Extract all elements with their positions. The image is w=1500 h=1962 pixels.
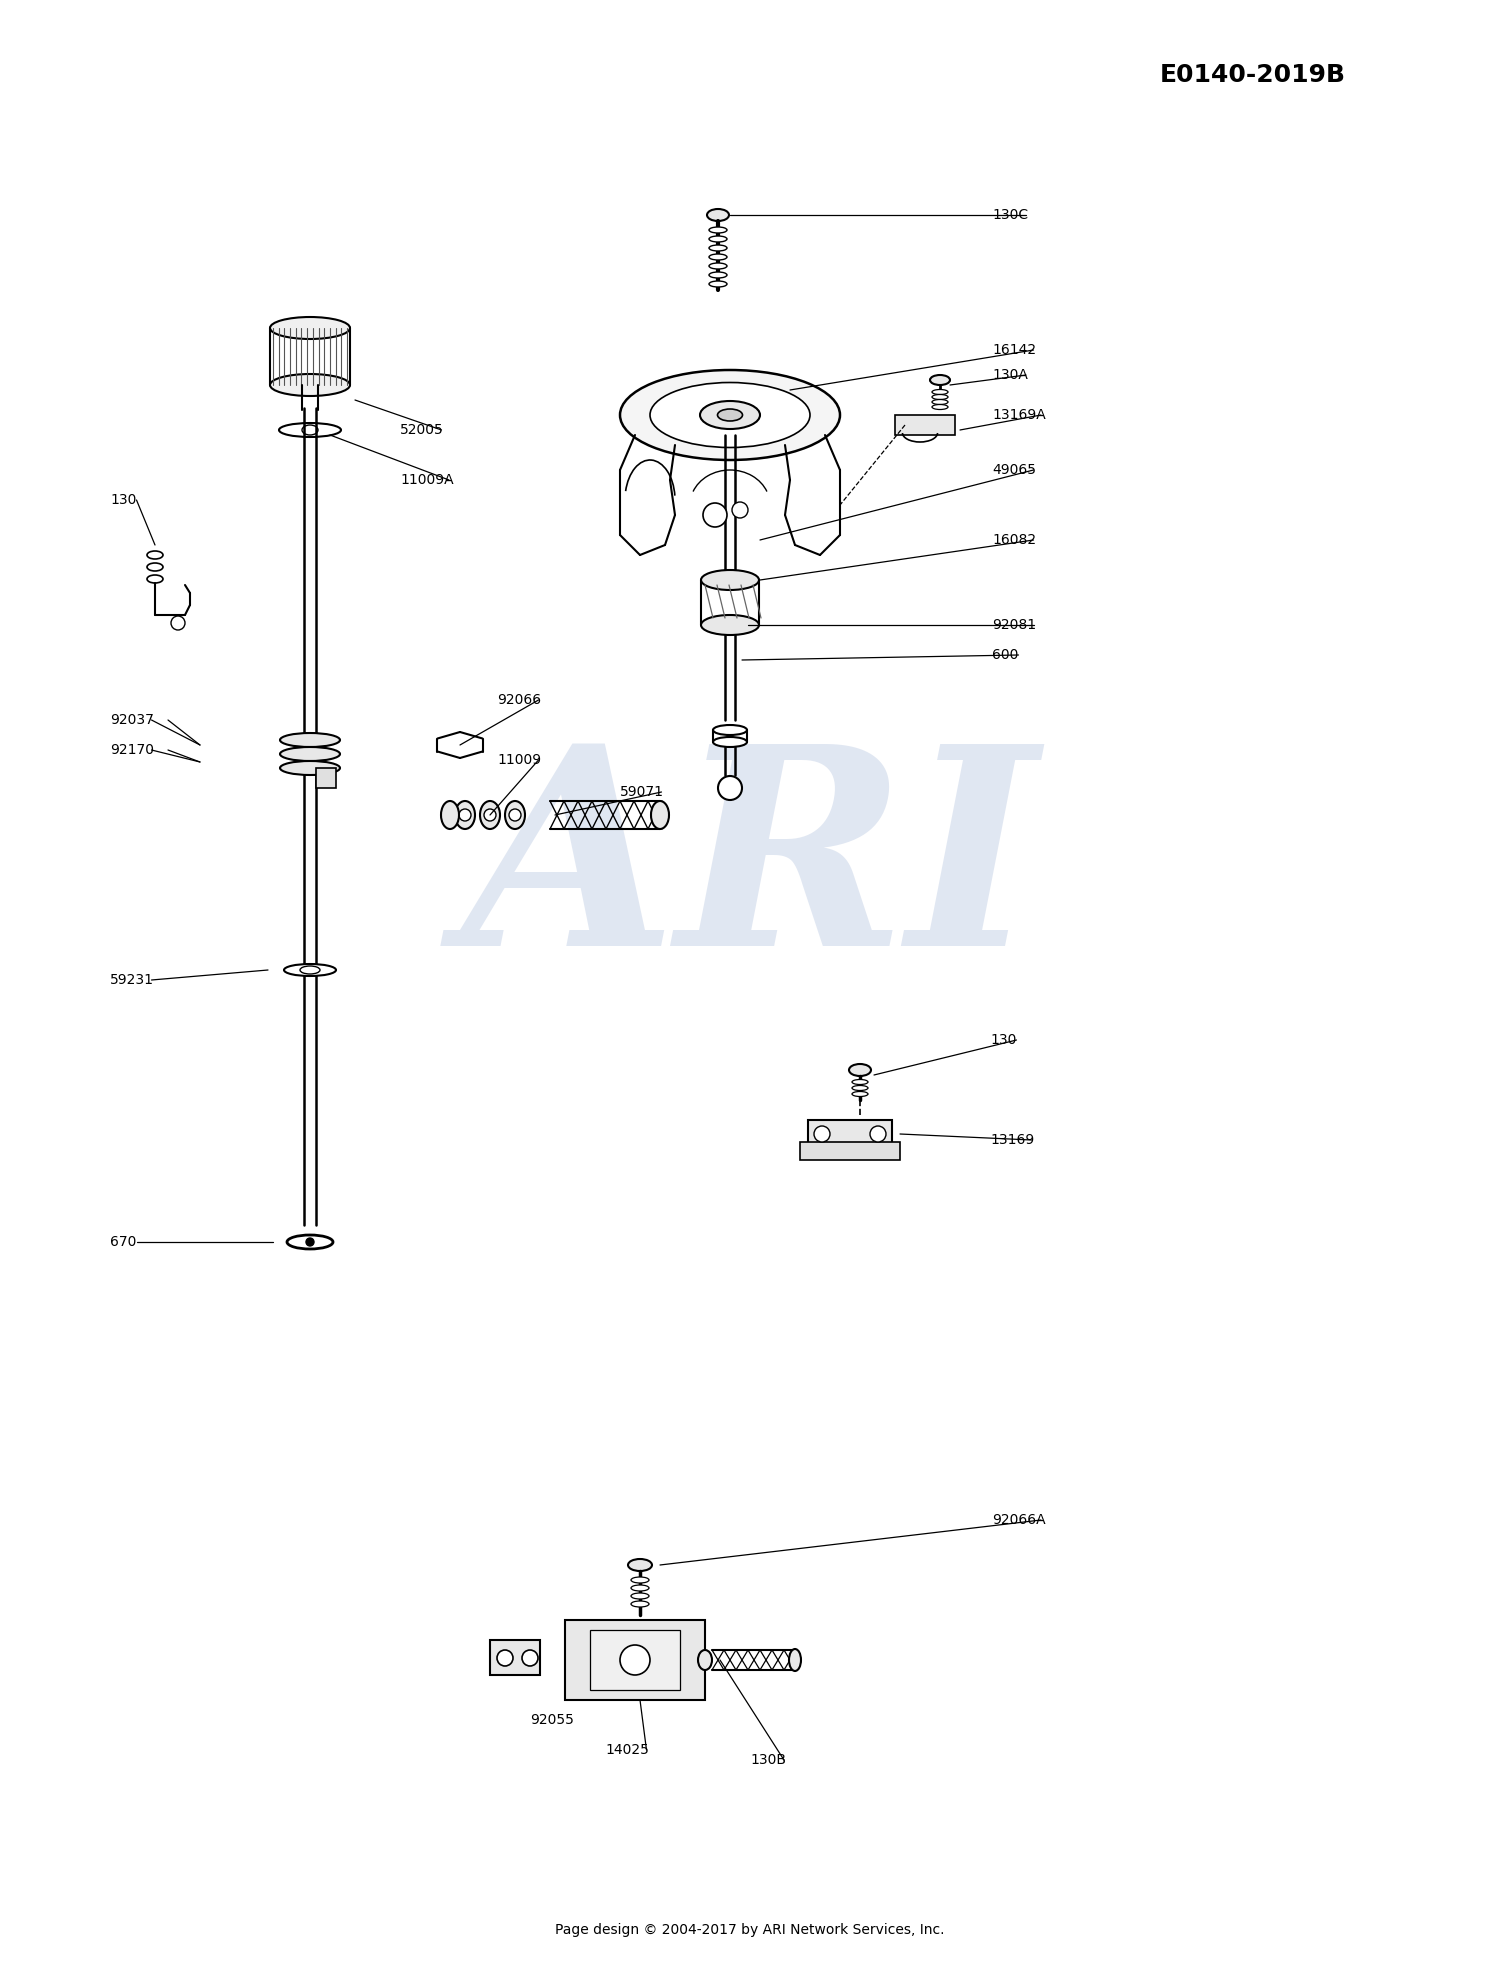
Ellipse shape xyxy=(930,375,950,385)
Text: 92037: 92037 xyxy=(110,712,154,728)
Ellipse shape xyxy=(932,400,948,404)
Bar xyxy=(316,767,336,789)
Circle shape xyxy=(620,1644,650,1676)
Bar xyxy=(808,1120,892,1148)
Ellipse shape xyxy=(932,390,948,394)
Text: 130C: 130C xyxy=(992,208,1028,222)
Text: 92170: 92170 xyxy=(110,744,154,757)
Text: 14025: 14025 xyxy=(604,1742,650,1758)
Ellipse shape xyxy=(712,726,747,736)
Circle shape xyxy=(870,1126,886,1142)
Ellipse shape xyxy=(710,235,728,241)
Ellipse shape xyxy=(710,263,728,269)
Ellipse shape xyxy=(280,748,340,761)
Circle shape xyxy=(171,616,184,630)
Bar xyxy=(800,1142,900,1160)
Ellipse shape xyxy=(279,424,340,438)
Ellipse shape xyxy=(710,228,728,233)
Ellipse shape xyxy=(852,1085,868,1091)
Circle shape xyxy=(704,502,728,528)
Ellipse shape xyxy=(700,400,760,430)
Ellipse shape xyxy=(632,1585,650,1591)
Text: 92055: 92055 xyxy=(530,1713,574,1727)
Ellipse shape xyxy=(789,1648,801,1672)
Ellipse shape xyxy=(147,575,164,583)
Bar xyxy=(566,1621,705,1699)
Ellipse shape xyxy=(270,318,350,339)
Ellipse shape xyxy=(270,375,350,396)
Ellipse shape xyxy=(710,253,728,261)
Ellipse shape xyxy=(700,571,759,591)
Ellipse shape xyxy=(852,1079,868,1085)
Text: 130A: 130A xyxy=(992,369,1028,383)
Bar xyxy=(590,1630,680,1689)
Text: 13169: 13169 xyxy=(990,1132,1035,1148)
Ellipse shape xyxy=(454,800,476,830)
Ellipse shape xyxy=(710,245,728,251)
Ellipse shape xyxy=(849,1063,871,1075)
Bar xyxy=(490,1640,540,1676)
Ellipse shape xyxy=(628,1560,652,1572)
Ellipse shape xyxy=(284,963,336,975)
Ellipse shape xyxy=(651,800,669,830)
Ellipse shape xyxy=(280,734,340,748)
Ellipse shape xyxy=(632,1577,650,1583)
Text: 59231: 59231 xyxy=(110,973,154,987)
Text: 130: 130 xyxy=(990,1034,1017,1048)
Ellipse shape xyxy=(717,408,742,422)
Ellipse shape xyxy=(710,273,728,279)
Ellipse shape xyxy=(706,210,729,222)
Ellipse shape xyxy=(286,1234,333,1250)
Ellipse shape xyxy=(441,800,459,830)
Ellipse shape xyxy=(932,394,948,400)
Circle shape xyxy=(815,1126,830,1142)
Ellipse shape xyxy=(632,1601,650,1607)
Circle shape xyxy=(306,1238,314,1246)
Text: Page design © 2004-2017 by ARI Network Services, Inc.: Page design © 2004-2017 by ARI Network S… xyxy=(555,1923,945,1936)
Text: E0140-2019B: E0140-2019B xyxy=(1160,63,1346,86)
Ellipse shape xyxy=(302,426,318,436)
Bar xyxy=(896,416,956,436)
Text: 130: 130 xyxy=(110,492,136,506)
Ellipse shape xyxy=(300,965,320,973)
Circle shape xyxy=(522,1650,538,1666)
Ellipse shape xyxy=(632,1593,650,1599)
Ellipse shape xyxy=(620,371,840,459)
Text: 16082: 16082 xyxy=(992,534,1036,547)
Ellipse shape xyxy=(712,738,747,748)
Text: ARI: ARI xyxy=(462,736,1038,1005)
Circle shape xyxy=(732,502,748,518)
Text: 11009A: 11009A xyxy=(400,473,453,487)
Text: 130B: 130B xyxy=(750,1752,786,1768)
Ellipse shape xyxy=(147,551,164,559)
Circle shape xyxy=(459,808,471,820)
Circle shape xyxy=(718,777,742,800)
Text: 600: 600 xyxy=(992,647,1018,661)
Ellipse shape xyxy=(710,281,728,286)
Text: 11009: 11009 xyxy=(496,753,542,767)
Text: 670: 670 xyxy=(110,1234,136,1250)
Text: 49065: 49065 xyxy=(992,463,1036,477)
Circle shape xyxy=(496,1650,513,1666)
Ellipse shape xyxy=(698,1650,712,1670)
Ellipse shape xyxy=(480,800,500,830)
Text: 52005: 52005 xyxy=(400,424,444,438)
Circle shape xyxy=(484,808,496,820)
Text: 92066: 92066 xyxy=(496,693,542,706)
Circle shape xyxy=(509,808,520,820)
Ellipse shape xyxy=(700,614,759,636)
Text: 92081: 92081 xyxy=(992,618,1036,632)
Text: 16142: 16142 xyxy=(992,343,1036,357)
Ellipse shape xyxy=(852,1091,868,1097)
Ellipse shape xyxy=(506,800,525,830)
Ellipse shape xyxy=(932,404,948,410)
Text: 13169A: 13169A xyxy=(992,408,1045,422)
Ellipse shape xyxy=(280,761,340,775)
Ellipse shape xyxy=(147,563,164,571)
Text: 92066A: 92066A xyxy=(992,1513,1045,1526)
Ellipse shape xyxy=(650,383,810,447)
Text: 59071: 59071 xyxy=(620,785,664,799)
